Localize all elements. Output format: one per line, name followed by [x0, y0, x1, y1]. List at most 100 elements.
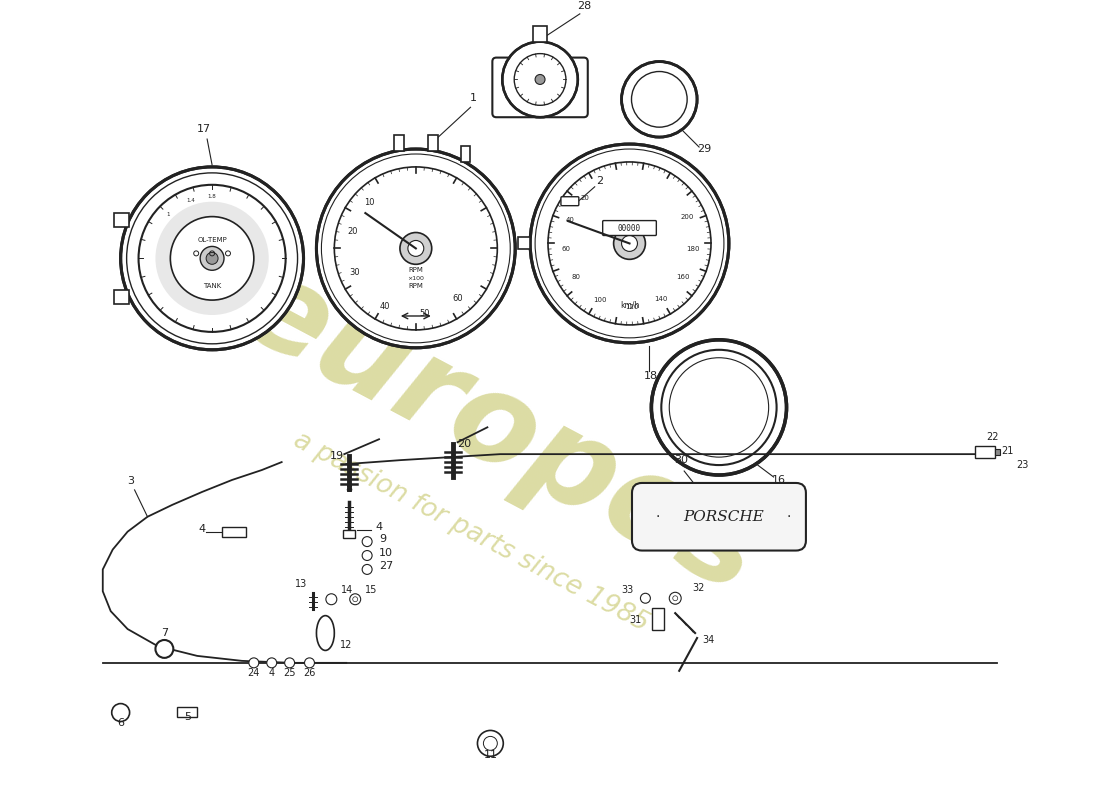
Text: 40: 40 — [566, 217, 575, 222]
Circle shape — [155, 640, 174, 658]
Circle shape — [621, 235, 638, 251]
Text: 2: 2 — [596, 176, 603, 186]
Text: 120: 120 — [625, 304, 638, 310]
FancyBboxPatch shape — [561, 197, 579, 206]
Text: 22: 22 — [986, 432, 999, 442]
Text: 180: 180 — [686, 246, 700, 252]
Text: 30: 30 — [674, 455, 689, 465]
Text: 28: 28 — [576, 1, 591, 11]
Circle shape — [503, 42, 578, 118]
Text: 3: 3 — [128, 476, 134, 486]
Text: a passion for parts since 1985: a passion for parts since 1985 — [288, 426, 652, 637]
Circle shape — [317, 149, 515, 348]
Text: ×100: ×100 — [407, 276, 425, 281]
Text: 26: 26 — [304, 668, 316, 678]
Circle shape — [535, 74, 544, 85]
Text: TANK: TANK — [204, 283, 221, 289]
Text: 8: 8 — [345, 484, 353, 494]
Text: 1: 1 — [167, 212, 170, 218]
Bar — [652, 608, 664, 630]
Bar — [222, 526, 246, 537]
Text: 80: 80 — [571, 274, 580, 280]
Text: 60: 60 — [453, 294, 463, 303]
Text: 30: 30 — [350, 269, 361, 278]
Text: europes: europes — [220, 245, 780, 619]
Text: 00000: 00000 — [618, 224, 641, 233]
Circle shape — [305, 658, 315, 668]
Text: 50: 50 — [420, 309, 430, 318]
Circle shape — [400, 233, 431, 264]
Text: 19: 19 — [330, 451, 344, 461]
Text: RPM: RPM — [408, 267, 424, 274]
Text: 24: 24 — [248, 668, 260, 678]
Text: 17: 17 — [197, 124, 211, 134]
FancyBboxPatch shape — [428, 134, 438, 150]
Circle shape — [121, 167, 304, 350]
Text: 40: 40 — [379, 302, 390, 311]
Text: 10: 10 — [379, 547, 393, 558]
Text: 15: 15 — [365, 586, 377, 595]
Text: 14: 14 — [341, 586, 353, 595]
Text: 140: 140 — [654, 295, 668, 302]
Text: 10: 10 — [364, 198, 375, 206]
FancyBboxPatch shape — [394, 134, 404, 150]
Circle shape — [640, 594, 650, 603]
Circle shape — [249, 658, 258, 668]
Text: 160: 160 — [676, 274, 690, 280]
Text: 60: 60 — [562, 246, 571, 252]
Text: 34: 34 — [702, 635, 714, 645]
Text: 5: 5 — [184, 713, 190, 722]
Text: PORSCHE: PORSCHE — [683, 510, 764, 524]
Text: 200: 200 — [681, 214, 694, 219]
Bar — [996, 449, 1000, 455]
FancyBboxPatch shape — [603, 221, 657, 235]
Text: 29: 29 — [697, 144, 712, 154]
Text: ·: · — [786, 510, 791, 524]
Circle shape — [170, 217, 254, 300]
Text: 4: 4 — [268, 668, 275, 678]
Circle shape — [112, 703, 130, 722]
Circle shape — [530, 144, 729, 343]
Text: 100: 100 — [593, 297, 606, 302]
Circle shape — [408, 241, 424, 256]
Text: 11: 11 — [483, 750, 497, 760]
Bar — [976, 446, 996, 458]
FancyBboxPatch shape — [461, 146, 471, 162]
Text: OL-TEMP: OL-TEMP — [197, 238, 227, 243]
Circle shape — [206, 252, 218, 264]
Bar — [343, 530, 355, 538]
Text: 6: 6 — [118, 718, 124, 729]
FancyBboxPatch shape — [518, 238, 530, 250]
Text: 1.8: 1.8 — [208, 194, 217, 199]
Text: 1: 1 — [470, 94, 477, 103]
Text: 33: 33 — [621, 586, 634, 595]
Text: 4: 4 — [375, 522, 382, 532]
Text: 25: 25 — [284, 668, 296, 678]
Text: 9: 9 — [379, 534, 386, 543]
Text: 32: 32 — [692, 583, 704, 594]
Text: 16: 16 — [771, 475, 785, 485]
Circle shape — [614, 227, 646, 259]
Circle shape — [155, 202, 268, 315]
Text: km/h: km/h — [619, 301, 639, 310]
Text: 12: 12 — [340, 640, 353, 650]
Text: 7: 7 — [161, 628, 168, 638]
Text: 27: 27 — [379, 562, 394, 571]
Circle shape — [651, 340, 786, 475]
FancyBboxPatch shape — [534, 26, 547, 42]
Text: ·: · — [656, 510, 660, 524]
FancyBboxPatch shape — [493, 58, 587, 118]
Text: 20: 20 — [580, 195, 588, 202]
Ellipse shape — [317, 616, 334, 650]
FancyBboxPatch shape — [114, 290, 129, 304]
Circle shape — [285, 658, 295, 668]
Text: 20: 20 — [348, 227, 358, 236]
Bar — [177, 706, 197, 717]
Text: 20: 20 — [458, 439, 472, 449]
Text: 13: 13 — [296, 579, 308, 590]
Circle shape — [326, 594, 337, 605]
Text: RPM: RPM — [408, 283, 424, 289]
Text: 21: 21 — [1001, 446, 1013, 456]
Circle shape — [621, 62, 697, 137]
Text: 1.4: 1.4 — [187, 198, 196, 203]
